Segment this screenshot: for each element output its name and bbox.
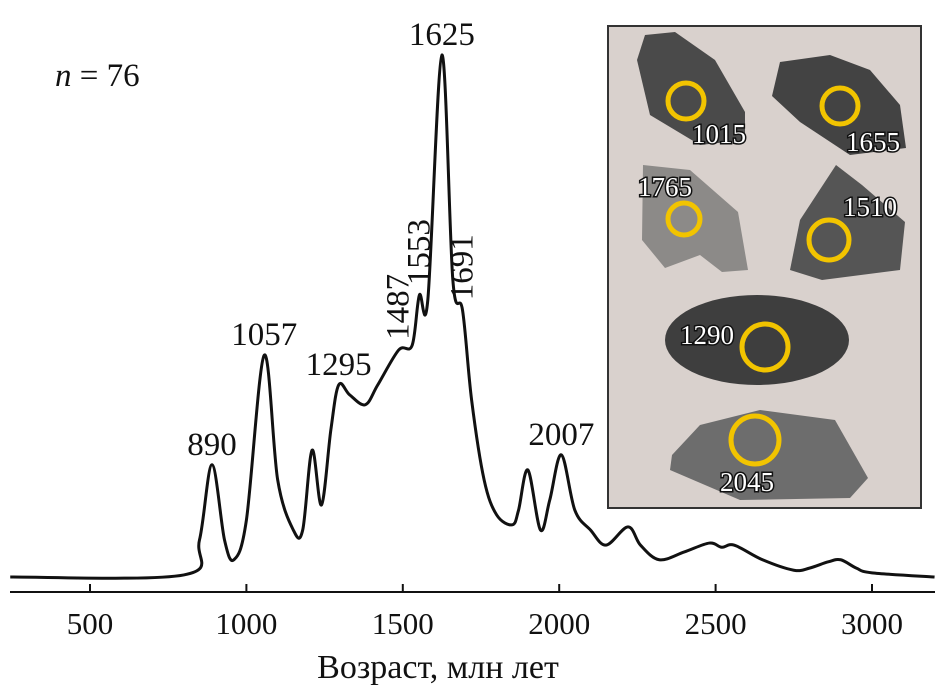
peak-age-label: 890 — [187, 427, 237, 463]
peak-age-label: 1487 — [381, 274, 417, 340]
zircon-inset: 1015 1655 1765 1510 1290 2045 — [607, 25, 922, 509]
x-axis-title: Возраст, млн лет — [317, 649, 559, 686]
x-tick-label: 1000 — [215, 606, 277, 641]
zircon-grain-5: 1290 — [665, 295, 849, 385]
grain-age-label: 1510 — [843, 192, 897, 222]
x-tick-label: 1500 — [372, 606, 434, 641]
grain-age-label: 1655 — [846, 127, 900, 157]
peak-age-label: 1691 — [445, 234, 481, 300]
sample-count: n = 76 — [55, 58, 140, 94]
analysis-spot — [819, 85, 861, 127]
x-tick-label: 2500 — [685, 606, 747, 641]
peak-age-label: 1057 — [231, 317, 297, 353]
analysis-spot — [665, 200, 703, 238]
peak-age-label: 2007 — [528, 417, 594, 453]
grain-age-label: 1015 — [692, 119, 746, 149]
zircon-grain-1: 1015 — [637, 32, 748, 151]
analysis-spot — [665, 80, 707, 122]
x-tick-label: 2000 — [528, 606, 590, 641]
zircon-grain-2: 1655 — [772, 55, 906, 159]
analysis-spot — [806, 217, 852, 263]
x-tick-label: 500 — [67, 606, 114, 641]
density-curve — [10, 53, 935, 580]
zircon-grain-4: 1510 — [790, 165, 905, 280]
analysis-spot — [728, 413, 782, 467]
grain-age-label: 2045 — [720, 467, 774, 497]
analysis-spot — [739, 321, 791, 373]
grain-age-label: 1290 — [680, 320, 734, 350]
grain-age-label: 1765 — [638, 172, 692, 202]
peak-age-label: 1295 — [306, 347, 372, 383]
zircon-grain-6: 2045 — [670, 410, 868, 500]
peak-age-label: 1553 — [401, 219, 437, 285]
zircon-grain-3: 1765 — [637, 165, 748, 272]
x-tick-label: 3000 — [841, 606, 903, 641]
peak-age-label: 1625 — [409, 17, 475, 53]
